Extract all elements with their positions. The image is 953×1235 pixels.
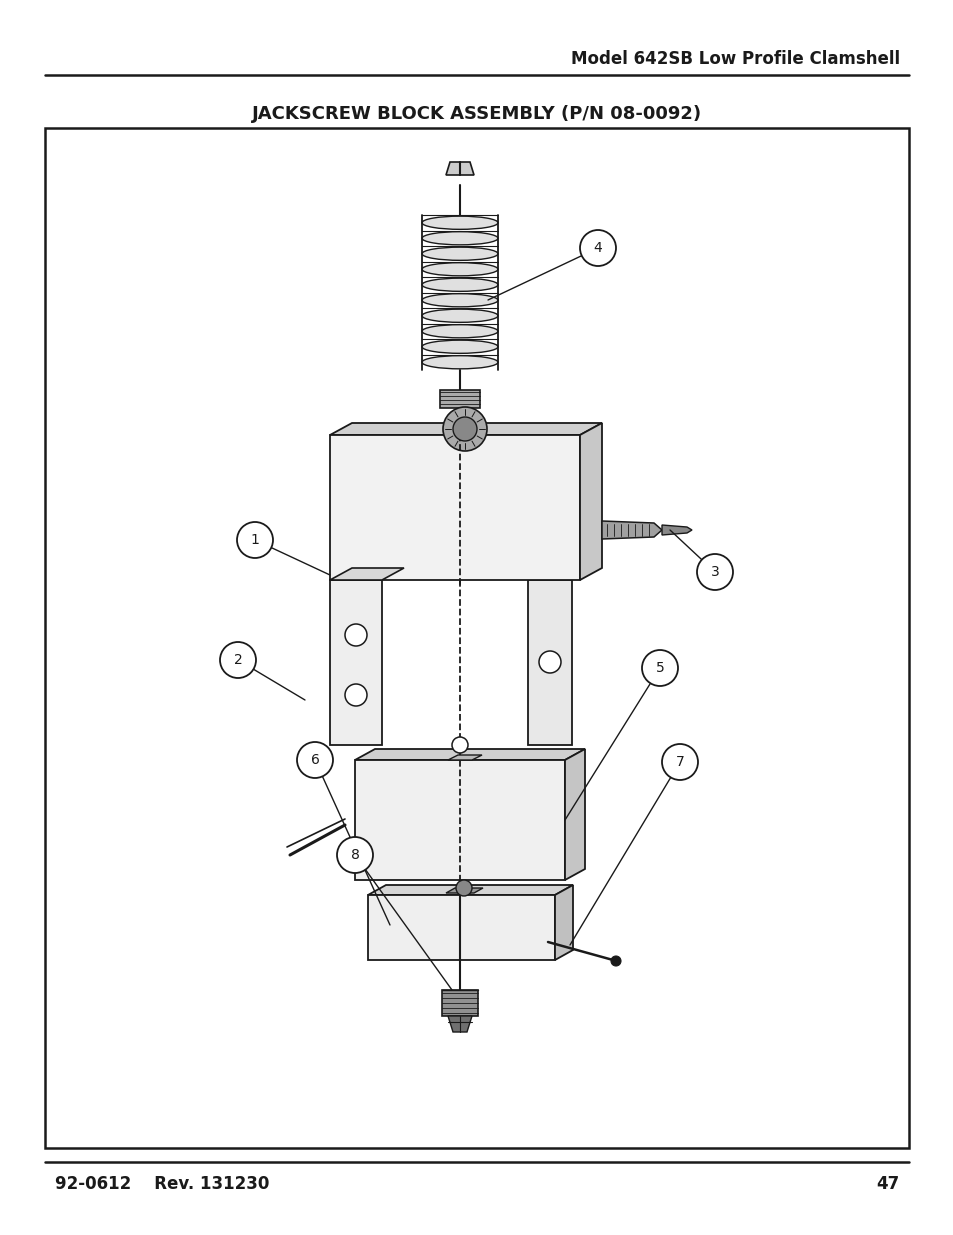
Text: Model 642SB Low Profile Clamshell: Model 642SB Low Profile Clamshell — [570, 49, 899, 68]
Polygon shape — [330, 435, 579, 580]
Text: 2: 2 — [233, 653, 242, 667]
Polygon shape — [330, 580, 381, 745]
Polygon shape — [330, 568, 403, 580]
Polygon shape — [555, 885, 573, 960]
Ellipse shape — [421, 247, 497, 261]
Circle shape — [220, 642, 255, 678]
Text: 8: 8 — [350, 848, 359, 862]
Text: 7: 7 — [675, 755, 683, 769]
Circle shape — [456, 881, 472, 897]
Text: 92-0612    Rev. 131230: 92-0612 Rev. 131230 — [55, 1174, 269, 1193]
Polygon shape — [355, 760, 564, 881]
Polygon shape — [355, 748, 584, 760]
Circle shape — [345, 684, 367, 706]
Text: JACKSCREW BLOCK ASSEMBLY (P/N 08-0092): JACKSCREW BLOCK ASSEMBLY (P/N 08-0092) — [252, 105, 701, 124]
FancyBboxPatch shape — [45, 128, 908, 1149]
Polygon shape — [441, 990, 477, 1016]
Circle shape — [579, 230, 616, 266]
Text: 4: 4 — [593, 241, 601, 254]
Polygon shape — [448, 755, 481, 760]
Polygon shape — [579, 424, 601, 580]
Circle shape — [452, 737, 468, 753]
Circle shape — [442, 408, 486, 451]
Circle shape — [661, 743, 698, 781]
Ellipse shape — [421, 232, 497, 245]
Circle shape — [236, 522, 273, 558]
Circle shape — [296, 742, 333, 778]
Ellipse shape — [421, 325, 497, 338]
Polygon shape — [368, 885, 573, 895]
Text: 6: 6 — [311, 753, 319, 767]
Circle shape — [538, 651, 560, 673]
Polygon shape — [330, 424, 601, 435]
Text: 5: 5 — [655, 661, 663, 676]
Ellipse shape — [421, 216, 497, 230]
Polygon shape — [601, 521, 661, 538]
Polygon shape — [564, 748, 584, 881]
Circle shape — [610, 956, 620, 966]
Text: 3: 3 — [710, 564, 719, 579]
Circle shape — [336, 837, 373, 873]
Ellipse shape — [421, 294, 497, 306]
Polygon shape — [439, 390, 479, 408]
Polygon shape — [448, 1016, 472, 1032]
Text: 47: 47 — [876, 1174, 899, 1193]
Ellipse shape — [421, 340, 497, 353]
Ellipse shape — [421, 263, 497, 275]
Ellipse shape — [421, 356, 497, 369]
Circle shape — [453, 417, 476, 441]
Polygon shape — [661, 525, 691, 535]
Circle shape — [697, 555, 732, 590]
Text: 1: 1 — [251, 534, 259, 547]
Ellipse shape — [421, 309, 497, 322]
Polygon shape — [368, 895, 555, 960]
Circle shape — [641, 650, 678, 685]
Ellipse shape — [421, 278, 497, 291]
Polygon shape — [446, 162, 474, 175]
Circle shape — [345, 624, 367, 646]
Polygon shape — [446, 888, 482, 893]
Polygon shape — [527, 580, 572, 745]
